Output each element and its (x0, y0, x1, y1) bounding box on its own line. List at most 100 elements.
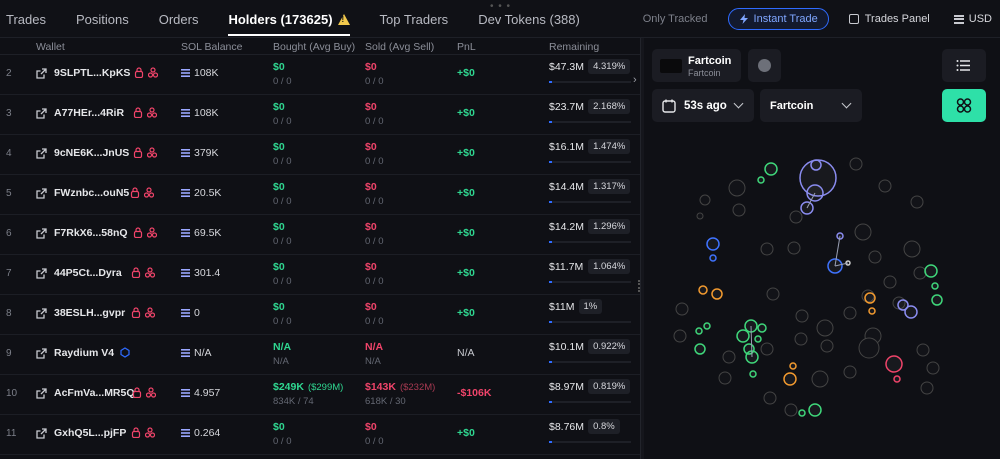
table-row[interactable]: 5 FWznbc...ouN5 20.5K $0 0 / 0 $0 0 / 0 +$0 $14.… (0, 175, 640, 215)
instant-trade-button[interactable]: Instant Trade (727, 8, 829, 30)
holder-bubble[interactable] (703, 322, 711, 330)
table-row[interactable]: 10 AcFmVa...MR5Q 4.957 $249K ($299M) 834K / 7… (0, 375, 640, 415)
holder-bubble[interactable] (883, 275, 897, 289)
holder-bubble[interactable] (763, 391, 777, 405)
tab-holders[interactable]: Holders (173625) (222, 0, 350, 38)
wallet-address[interactable]: 44P5Ct...Dyra (54, 267, 122, 279)
external-link-icon[interactable] (36, 388, 47, 399)
currency-toggle[interactable]: USD (953, 13, 992, 25)
external-link-icon[interactable] (36, 148, 47, 159)
table-row[interactable]: 7 44P5Ct...Dyra 301.4 $0 0 / 0 $0 0 / 0 +$0 $11.… (0, 255, 640, 295)
holder-bubble[interactable] (760, 342, 774, 356)
holder-bubble[interactable] (913, 266, 927, 280)
verify-button[interactable] (748, 49, 781, 82)
holder-bubble[interactable] (757, 176, 765, 184)
holder-bubble[interactable] (711, 288, 723, 300)
holder-bubble[interactable] (820, 339, 834, 353)
holder-bubble[interactable] (920, 381, 934, 395)
wallet-address[interactable]: 9cNE6K...JnUS (54, 147, 130, 159)
tab-positions[interactable]: Positions (70, 0, 129, 38)
holder-bubble[interactable] (897, 299, 909, 311)
panel-divider[interactable] (640, 38, 644, 459)
holder-bubble[interactable] (910, 195, 924, 209)
holder-bubble[interactable] (675, 302, 689, 316)
wallet-address[interactable]: 38ESLH...gvpr (54, 307, 126, 319)
table-row[interactable]: 3 A77HEr...4RiR 108K $0 0 / 0 $0 0 / 0 +$0 $23.7… (0, 95, 640, 135)
collapse-chevron-icon[interactable]: › (633, 74, 637, 86)
holder-bubble[interactable] (760, 242, 774, 256)
time-select[interactable]: 53s ago (652, 89, 754, 122)
holder-bubble[interactable] (695, 327, 703, 335)
holder-bubble[interactable] (718, 371, 732, 385)
holder-bubble[interactable] (789, 362, 797, 370)
bubble-map[interactable] (645, 138, 1000, 459)
drag-handle[interactable]: • • • (490, 1, 512, 12)
holder-bubble[interactable] (784, 403, 798, 417)
holder-bubble[interactable] (868, 250, 882, 264)
trades-panel-toggle[interactable]: Trades Panel (848, 13, 930, 25)
wallet-address[interactable]: AcFmVa...MR5Q (54, 387, 135, 399)
holder-bubble[interactable] (732, 203, 746, 217)
table-row[interactable]: 11 GxhQ5L...pjFP 0.264 $0 0 / 0 $0 0 / 0 +$0 $8.… (0, 415, 640, 455)
bubble-map-button[interactable] (942, 89, 986, 122)
holder-bubble[interactable] (709, 254, 717, 262)
holder-bubble[interactable] (916, 343, 930, 357)
holder-bubble[interactable] (757, 323, 767, 333)
holder-bubble[interactable] (924, 264, 938, 278)
holder-bubble[interactable] (843, 365, 857, 379)
table-row[interactable]: 4 9cNE6K...JnUS 379K $0 0 / 0 $0 0 / 0 +$0 $16.1… (0, 135, 640, 175)
holder-bubble[interactable] (789, 210, 803, 224)
holder-bubble[interactable] (794, 332, 808, 346)
token-select[interactable]: Fartcoin (760, 89, 862, 122)
holder-bubble[interactable] (754, 335, 762, 343)
holder-bubble[interactable] (868, 307, 876, 315)
holder-bubble[interactable] (696, 212, 704, 220)
table-row[interactable]: 9 Raydium V4 N/A N/A N/A N/A N/A N/A $10.1M 0.922… (0, 335, 640, 375)
external-link-icon[interactable] (36, 308, 47, 319)
holder-bubble[interactable] (885, 355, 903, 373)
only-tracked-toggle[interactable]: Only Tracked (642, 13, 708, 25)
holder-bubble[interactable] (843, 306, 857, 320)
external-link-icon[interactable] (36, 188, 47, 199)
holder-bubble[interactable] (808, 403, 822, 417)
tab-orders[interactable]: Orders (153, 0, 199, 38)
holder-bubble[interactable] (864, 292, 876, 304)
holder-bubble[interactable] (694, 343, 706, 355)
holder-bubble[interactable] (766, 287, 780, 301)
holder-bubble[interactable] (878, 179, 892, 193)
table-row[interactable]: 6 F7RkX6...58nQ 69.5K $0 0 / 0 $0 0 / 0 +$0 $14.… (0, 215, 640, 255)
holder-bubble[interactable] (699, 194, 711, 206)
external-link-icon[interactable] (36, 108, 47, 119)
holder-bubble[interactable] (698, 285, 708, 295)
holder-bubble[interactable] (706, 237, 720, 251)
holder-bubble[interactable] (722, 350, 736, 364)
token-card[interactable]: Fartcoin Fartcoin (652, 49, 741, 82)
holder-bubble[interactable] (787, 241, 801, 255)
holder-bubble[interactable] (893, 375, 901, 383)
wallet-address[interactable]: 9SLPTL...KpKS (54, 67, 131, 79)
holder-bubble[interactable] (811, 370, 829, 388)
tab-trades[interactable]: Trades (0, 0, 46, 38)
external-link-icon[interactable] (36, 228, 47, 239)
wallet-address[interactable]: A77HEr...4RiR (54, 107, 125, 119)
holder-bubble[interactable] (931, 282, 939, 290)
holder-bubble[interactable] (854, 223, 872, 241)
external-link-icon[interactable] (36, 428, 47, 439)
external-link-icon[interactable] (36, 268, 47, 279)
holder-bubble[interactable] (926, 361, 940, 375)
holder-bubble[interactable] (798, 409, 806, 417)
tab-dev-tokens[interactable]: Dev Tokens (388) (472, 0, 580, 38)
resize-handle[interactable] (638, 280, 640, 292)
external-link-icon[interactable] (36, 348, 47, 359)
external-link-icon[interactable] (36, 68, 47, 79)
holder-bubble[interactable] (858, 337, 880, 359)
tab-top-traders[interactable]: Top Traders (374, 0, 449, 38)
holder-bubble[interactable] (904, 305, 918, 319)
holder-bubble[interactable] (749, 370, 757, 378)
holder-bubble[interactable] (849, 157, 863, 171)
holder-bubble[interactable] (764, 162, 778, 176)
wallet-address[interactable]: Raydium V4 (54, 347, 115, 359)
wallet-address[interactable]: FWznbc...ouN5 (54, 187, 130, 199)
holder-bubble[interactable] (783, 372, 797, 386)
wallet-address[interactable]: F7RkX6...58nQ (54, 227, 128, 239)
